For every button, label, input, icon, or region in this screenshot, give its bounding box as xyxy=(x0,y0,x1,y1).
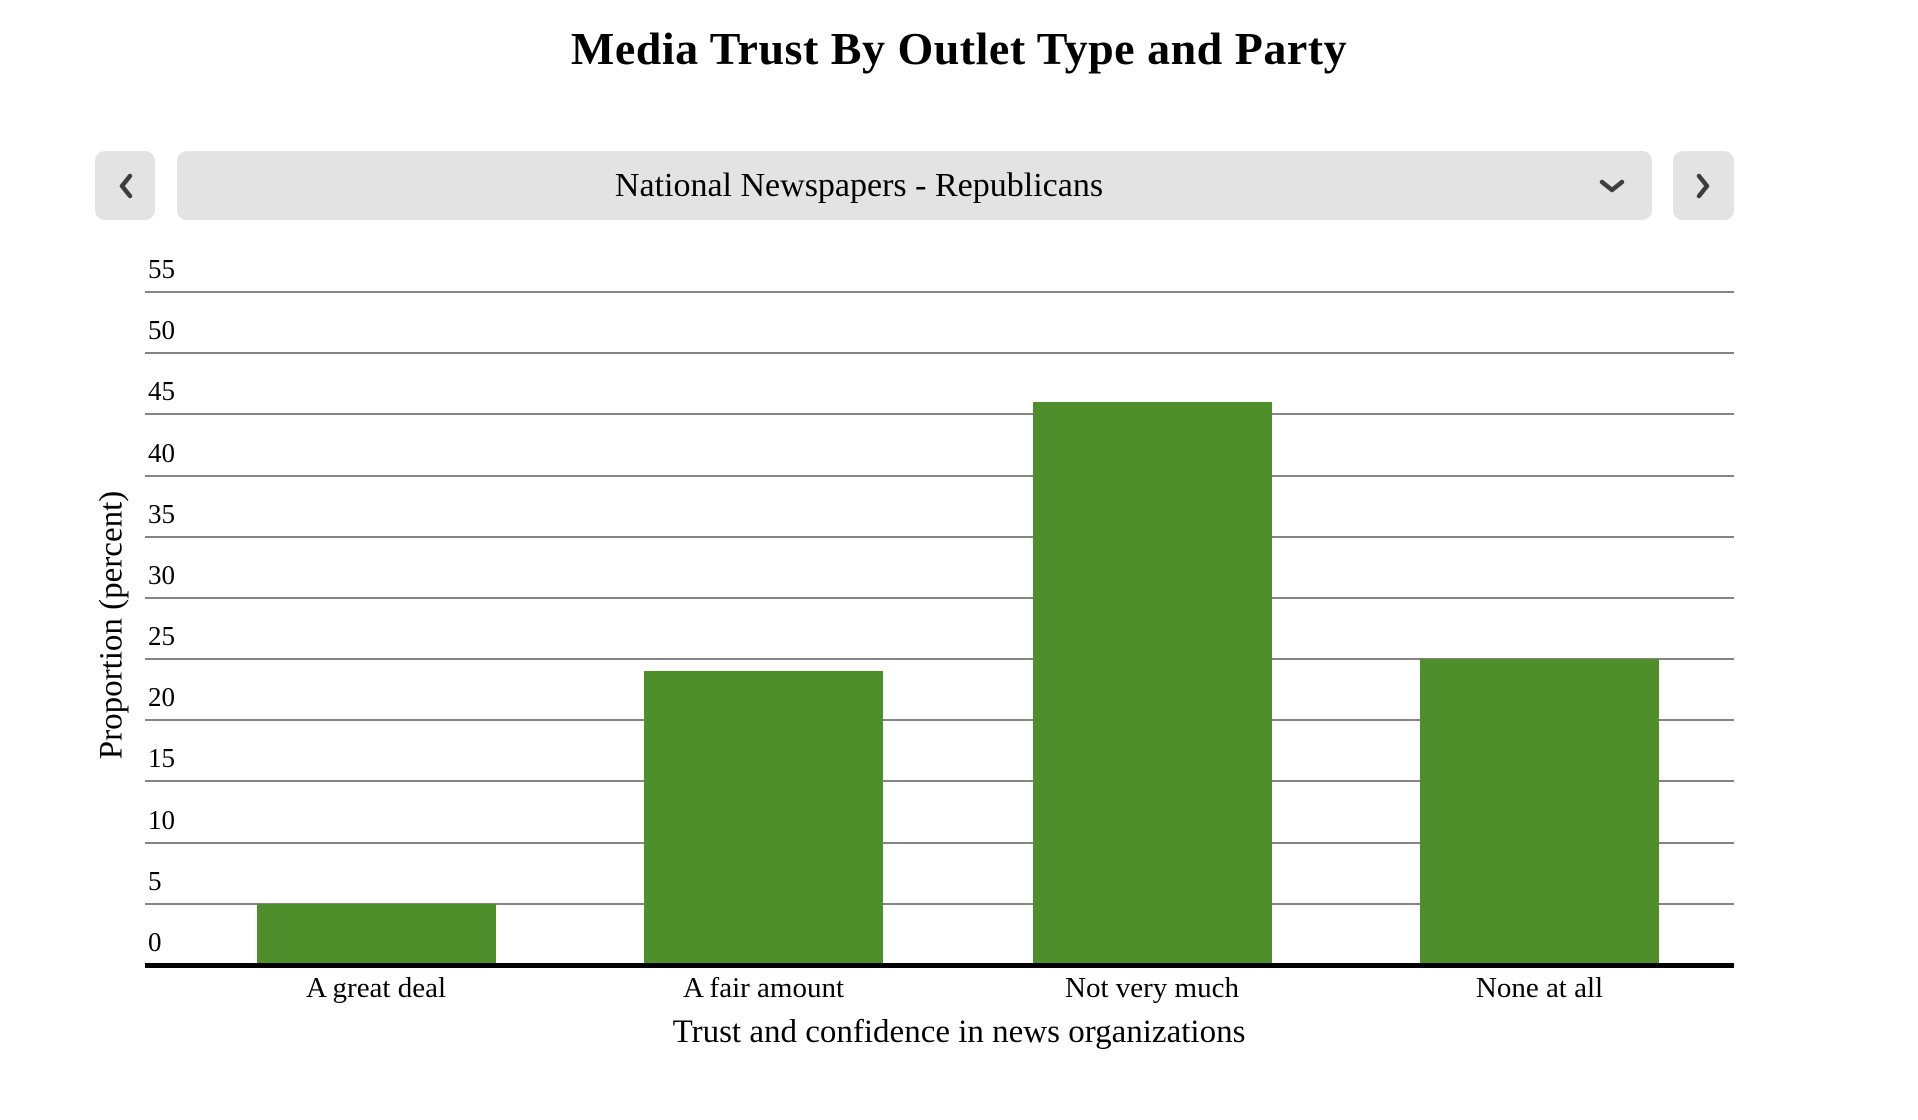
gridline-y-5 xyxy=(145,902,1734,905)
page-title: Media Trust By Outlet Type and Party xyxy=(570,23,1348,74)
y-tick-label-55: 55 xyxy=(148,254,175,285)
gridline-y-55 xyxy=(145,291,1734,294)
series-select-value: National Newspapers - Republicans xyxy=(614,166,1104,204)
gridline-y-45 xyxy=(145,413,1734,416)
y-tick-label-20: 20 xyxy=(148,682,175,713)
chevron-down-icon xyxy=(1599,179,1625,193)
gridline-y-40 xyxy=(145,474,1734,477)
gridline-y-35 xyxy=(145,535,1734,538)
series-selector-row: National Newspapers - Republicans xyxy=(0,151,1918,220)
x-tick-label-none-at-all: None at all xyxy=(1475,972,1604,1004)
y-tick-label-10: 10 xyxy=(148,804,175,835)
bar-a-fair-amount xyxy=(644,671,883,965)
y-tick-label-35: 35 xyxy=(148,498,175,529)
x-tick-label-not-very-much: Not very much xyxy=(1065,972,1239,1004)
x-axis-title: Trust and confidence in news organizatio… xyxy=(672,1014,1246,1050)
x-axis-line xyxy=(145,963,1734,968)
chevron-left-icon xyxy=(118,173,133,199)
next-series-button[interactable] xyxy=(1673,151,1734,220)
gridline-y-50 xyxy=(145,352,1734,355)
x-tick-label-a-fair-amount: A fair amount xyxy=(682,972,845,1004)
gridline-y-10 xyxy=(145,841,1734,844)
bar-a-great-deal xyxy=(256,903,496,965)
y-tick-label-0: 0 xyxy=(148,927,162,957)
gridline-y-15 xyxy=(145,780,1734,783)
gridline-y-30 xyxy=(145,596,1734,599)
bar-none-at-all xyxy=(1420,659,1659,965)
y-tick-label-30: 30 xyxy=(148,559,175,590)
gridline-y-25 xyxy=(145,658,1734,661)
y-tick-label-25: 25 xyxy=(148,621,175,652)
chevron-right-icon xyxy=(1696,173,1711,199)
y-tick-label-45: 45 xyxy=(148,376,175,407)
y-tick-label-5: 5 xyxy=(148,865,162,896)
y-tick-label-50: 50 xyxy=(148,315,175,346)
series-select[interactable]: National Newspapers - Republicans xyxy=(177,151,1652,220)
x-tick-label-a-great-deal: A great deal xyxy=(305,972,447,1004)
bar-not-very-much xyxy=(1032,402,1272,965)
bar-chart-plot-area: 0 5 10 15 20 25 30 35 40 45 50 55 A great deal A fair… xyxy=(145,230,1734,1003)
previous-series-button[interactable] xyxy=(95,151,155,220)
y-tick-label-40: 40 xyxy=(148,437,175,468)
gridline-y-20 xyxy=(145,719,1734,722)
y-tick-label-15: 15 xyxy=(148,743,175,774)
